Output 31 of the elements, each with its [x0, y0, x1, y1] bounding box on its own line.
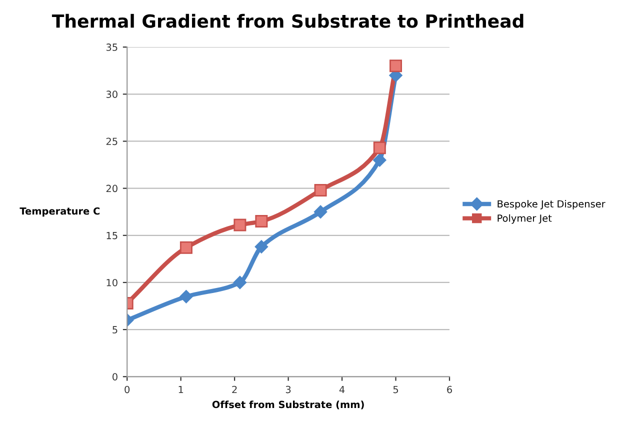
y-tick-label: 0: [112, 373, 118, 380]
y-tick-label: 20: [106, 184, 118, 192]
point: [180, 241, 192, 254]
point: [390, 60, 402, 72]
x-tick-label: 6: [447, 386, 452, 394]
point: [314, 184, 327, 196]
point: [314, 205, 328, 218]
chart-title: Thermal Gradient from Substrate to Printhead: [52, 14, 524, 28]
x-axis-title: Offset from Substrate (mm): [212, 400, 364, 410]
point: [373, 142, 386, 154]
y-axis-title: Temperature C: [20, 207, 100, 217]
y-tick-label: 5: [112, 326, 118, 334]
x-tick-label: 1: [178, 386, 184, 394]
legend-label: Polymer Jet: [498, 214, 552, 224]
point: [373, 153, 386, 167]
y-tick-label: 25: [106, 138, 118, 146]
y-tick-label: 30: [106, 90, 118, 98]
x-tick-label: 0: [124, 386, 130, 394]
y-tick-label: 15: [106, 232, 118, 240]
legend-label: Bespoke Jet Dispenser: [498, 200, 606, 210]
x-tick-label: 4: [339, 386, 345, 394]
point: [233, 276, 247, 290]
point: [254, 240, 268, 254]
point: [180, 290, 193, 304]
x-tick-label: 2: [232, 386, 237, 394]
point: [255, 215, 268, 228]
y-tick-label: 10: [106, 278, 118, 286]
x-tick-label: 3: [286, 386, 291, 394]
point: [234, 218, 246, 232]
x-tick-label: 5: [393, 386, 398, 394]
y-tick-label: 35: [106, 44, 118, 51]
